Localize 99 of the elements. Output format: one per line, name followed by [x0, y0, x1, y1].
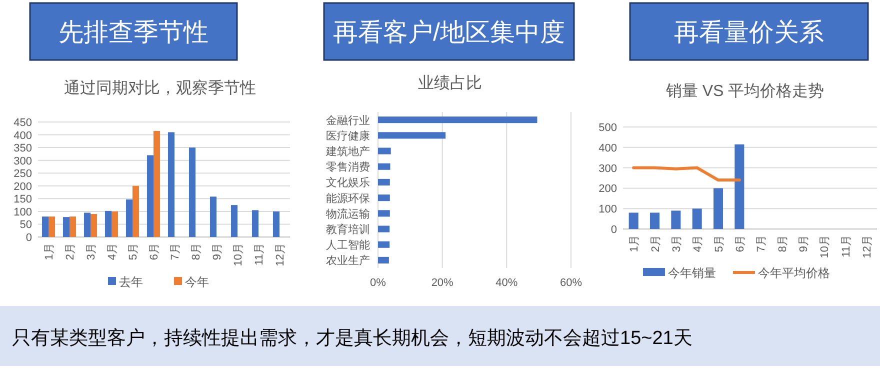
bar: [378, 210, 390, 217]
bar: [378, 163, 390, 170]
bar: [188, 148, 196, 237]
x-tick-label: 6月: [148, 243, 160, 260]
bar: [70, 216, 76, 237]
y-tick-label: 500: [598, 122, 617, 134]
bar: [378, 178, 390, 186]
y-tick-label: 200: [598, 183, 617, 196]
bar: [378, 116, 538, 124]
y-tick-label: 300: [598, 162, 617, 175]
bar: [378, 148, 391, 154]
x-tick-label: 10月: [819, 235, 832, 258]
y-tick-label: 50: [20, 219, 32, 232]
y-tick-label: 100: [14, 206, 32, 218]
x-tick-label: 5月: [128, 243, 140, 260]
x-tick-label: 20%: [431, 277, 454, 289]
y-tick-label: 医疗健康: [326, 129, 370, 142]
y-tick-label: 400: [14, 130, 32, 142]
y-tick-label: 0: [26, 232, 32, 244]
text: 只有某类型客户，持续性提出需求，才是真长期机会，短期波动不会超过15~21天: [12, 327, 692, 349]
y-tick-label: 物流运输: [326, 207, 370, 220]
bar: [84, 212, 90, 237]
x-tick-label: 1月: [44, 243, 56, 260]
bar: [671, 210, 681, 229]
y-tick-label: 能源环保: [326, 192, 370, 205]
x-tick-label: 4月: [692, 235, 704, 252]
x-tick-label: 3月: [670, 235, 683, 252]
x-tick-label: 60%: [560, 277, 582, 289]
chart-subtitle: 业绩占比: [418, 74, 482, 92]
x-tick-label: 2月: [650, 235, 662, 252]
bar: [378, 226, 390, 232]
legend-label: 今年: [185, 275, 209, 289]
bar: [62, 217, 70, 237]
x-tick-label: 6月: [734, 235, 746, 252]
legend-label: 去年: [119, 275, 143, 289]
bar: [378, 194, 390, 202]
x-tick-label: 2月: [64, 243, 76, 260]
bar: [112, 211, 118, 237]
bar: [734, 144, 744, 229]
bar: [210, 196, 216, 237]
bar: [42, 216, 48, 237]
bar: [650, 212, 660, 229]
bar: [713, 188, 724, 229]
x-tick-label: 9月: [212, 243, 224, 260]
bar: [272, 211, 280, 237]
y-tick-label: 250: [14, 168, 32, 180]
bar: [90, 214, 98, 237]
chart-subtitle: 销量 VS 平均价格走势: [664, 82, 824, 100]
bar: [252, 210, 258, 237]
y-tick-label: 建筑地产: [325, 145, 370, 158]
x-tick-label: 7月: [170, 243, 182, 260]
x-tick-label: 7月: [756, 235, 768, 252]
x-tick-label: 1月: [628, 235, 641, 252]
x-tick-label: 12月: [861, 235, 874, 258]
y-tick-label: 人工智能: [326, 238, 370, 252]
bar: [146, 155, 154, 237]
x-tick-label: 4月: [106, 243, 118, 260]
x-tick-label: 8月: [190, 243, 202, 260]
bar: [132, 186, 140, 237]
x-tick-label: 9月: [798, 235, 810, 252]
x-tick-label: 11月: [254, 243, 266, 266]
bar: [126, 199, 132, 237]
x-tick-label: 10月: [232, 243, 244, 266]
y-tick-label: 金融行业: [326, 114, 370, 127]
bar: [378, 256, 389, 264]
bar: [378, 132, 446, 139]
chart-title: 再看客户/地区集中度: [333, 18, 565, 46]
bar: [692, 208, 702, 229]
x-tick-label: 40%: [496, 277, 518, 289]
chart-title: 再看量价关系: [674, 18, 824, 46]
bar: [378, 241, 390, 248]
y-tick-label: 400: [598, 142, 617, 154]
y-tick-label: 100: [598, 204, 617, 216]
chart-title: 先排查季节性: [58, 18, 208, 46]
y-tick-label: 200: [14, 180, 32, 193]
bar: [230, 205, 238, 237]
legend-label: 今年平均价格: [758, 266, 830, 280]
bar: [154, 130, 160, 237]
legend-label: 今年销量: [668, 266, 716, 280]
x-tick-label: 12月: [274, 243, 286, 266]
bar: [48, 216, 56, 237]
x-tick-label: 11月: [840, 235, 852, 258]
y-tick-label: 0: [610, 224, 617, 236]
bar: [104, 210, 112, 237]
y-tick-label: 教育培训: [326, 223, 370, 236]
y-tick-label: 350: [14, 142, 32, 155]
x-tick-label: 3月: [86, 243, 98, 260]
bar: [628, 212, 638, 229]
y-tick-label: 文化娱乐: [326, 176, 370, 190]
x-tick-label: 0%: [370, 277, 386, 289]
y-tick-label: 150: [14, 194, 32, 206]
y-tick-label: 零售消费: [326, 160, 370, 174]
y-tick-label: 农业生产: [326, 254, 370, 268]
x-tick-label: 8月: [776, 235, 789, 252]
y-tick-label: 450: [14, 117, 32, 129]
x-tick-label: 5月: [713, 235, 726, 252]
bar: [168, 132, 174, 237]
chart-subtitle: 通过同期对比，观察季节性: [64, 79, 256, 97]
y-tick-label: 300: [14, 155, 32, 168]
